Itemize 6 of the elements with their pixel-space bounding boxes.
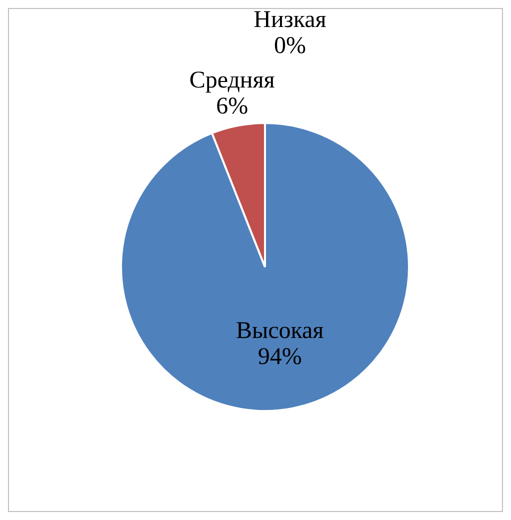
data-label: 94% — [258, 344, 302, 370]
slice-label: Высокая — [236, 318, 324, 344]
text: 0% — [274, 33, 306, 60]
category-label: Низкая — [254, 7, 326, 34]
data-label: 6% — [216, 94, 248, 120]
slice-label: Средняя — [189, 68, 275, 94]
